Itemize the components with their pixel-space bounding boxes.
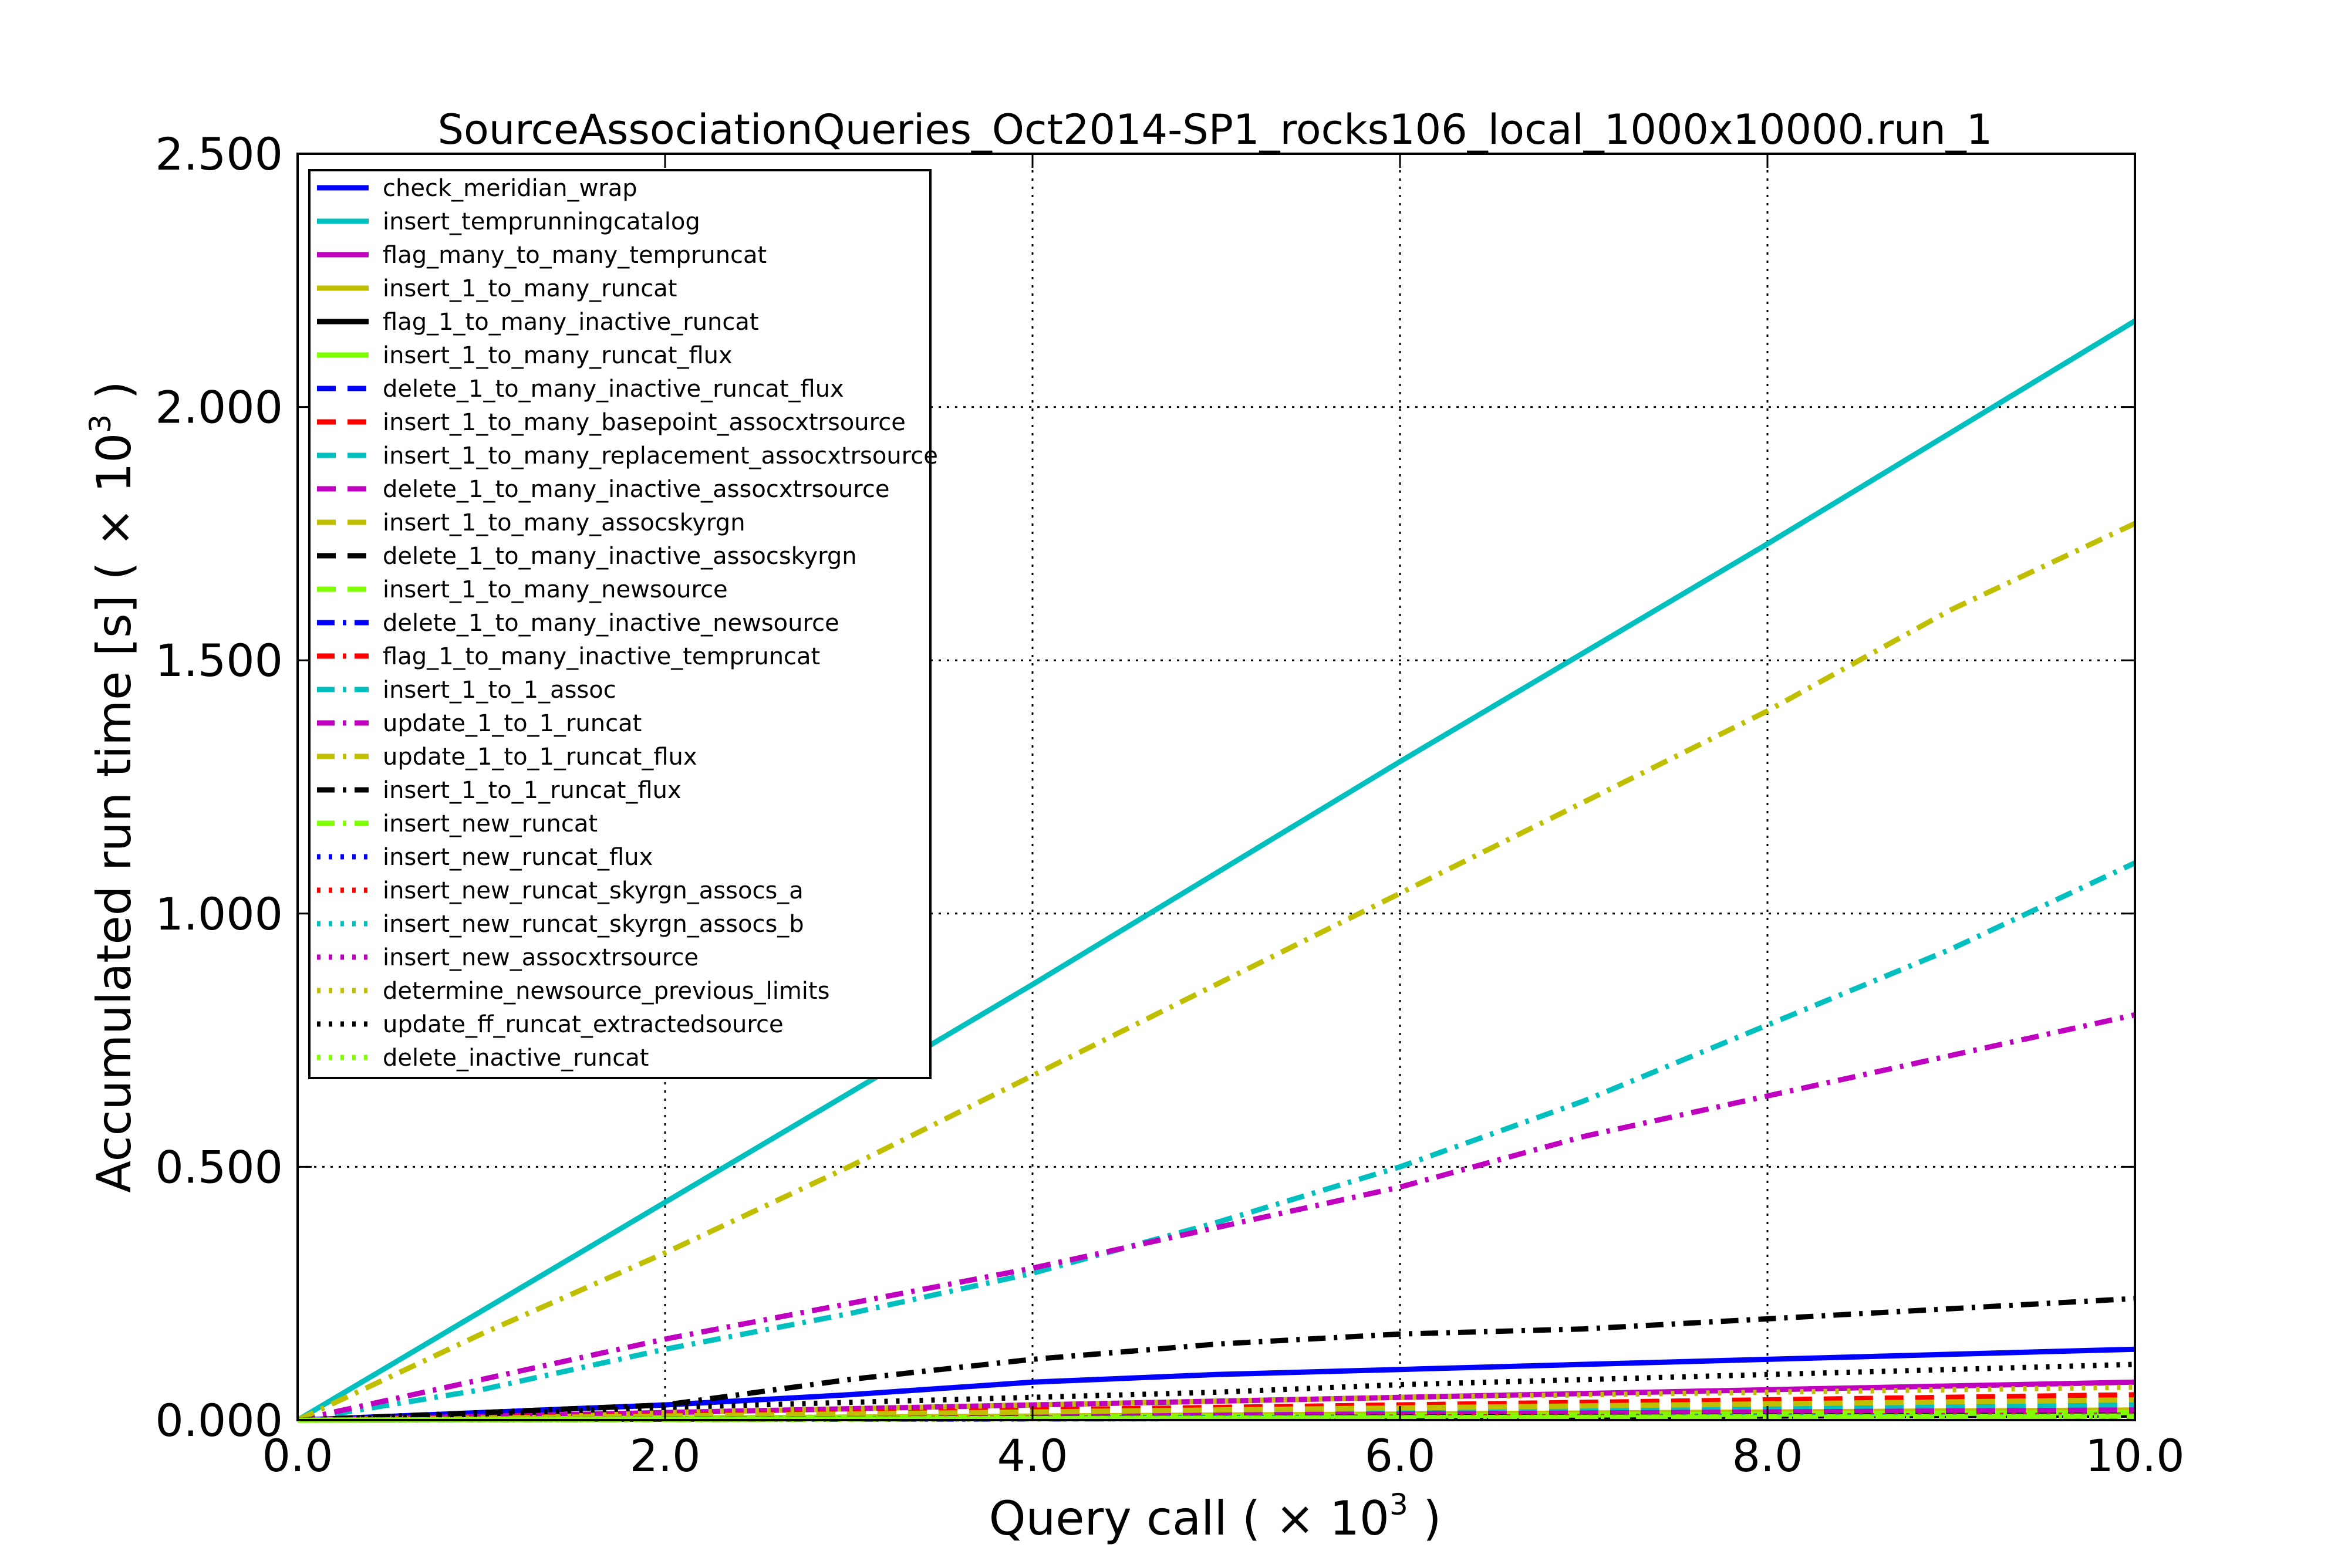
legend-label: insert_1_to_many_runcat_flux [383, 342, 733, 369]
x-tick-label: 4.0 [997, 1430, 1068, 1482]
legend-label: insert_1_to_many_assocskyrgn [383, 509, 745, 536]
legend-label: insert_new_runcat_skyrgn_assocs_a [383, 877, 804, 904]
legend-label: flag_1_to_many_inactive_runcat [383, 309, 759, 336]
x-tick-label: 6.0 [1365, 1430, 1436, 1482]
y-tick-label: 1.000 [155, 888, 283, 940]
series-line-update-1-to-1-runcat-flux [296, 521, 2136, 1423]
y-axis-scale: ( × 10 [87, 433, 141, 580]
legend-label: update_ff_runcat_extractedsource [383, 1011, 784, 1038]
y-axis-label: Accumulated run time [s] [87, 595, 141, 1193]
x-axis-scale-exponent: 3 [1389, 1488, 1408, 1522]
legend-label: update_1_to_1_runcat_flux [383, 744, 697, 771]
y-axis-scale-close: ) [87, 381, 141, 414]
legend-label: delete_1_to_many_inactive_newsource [383, 610, 839, 637]
chart-title: SourceAssociationQueries_Oct2014-SP1_roc… [438, 106, 1993, 154]
x-axis-scale: ( × 10 [1242, 1491, 1389, 1546]
y-tick-label: 2.000 [155, 381, 283, 434]
legend-label: insert_1_to_many_basepoint_assocxtrsourc… [383, 409, 906, 436]
legend-label: insert_new_assocxtrsource [383, 944, 699, 971]
legend-label: insert_1_to_1_assoc [383, 677, 616, 704]
legend-label: delete_inactive_runcat [383, 1045, 649, 1072]
y-axis-title: Accumulated run time [s] ( × 103 ) [83, 381, 141, 1192]
y-tick-label: 1.500 [155, 634, 283, 687]
legend-label: insert_1_to_many_replacement_assocxtrsou… [383, 442, 938, 469]
legend-label: delete_1_to_many_inactive_assocxtrsource [383, 476, 889, 503]
legend-label: update_1_to_1_runcat [383, 710, 642, 737]
ticks: 0.0 2.0 4.0 6.0 8.0 10.0 0.000 0.500 1.000 1.500 2… [155, 128, 2184, 1482]
legend-label: delete_1_to_many_inactive_assocskyrgn [383, 543, 857, 570]
legend-label: insert_new_runcat_skyrgn_assocs_b [383, 911, 804, 938]
series-line-update-1-to-1-runcat [297, 1012, 2136, 1423]
y-axis-scale-exponent: 3 [83, 414, 117, 433]
x-axis-title: Query call ( × 103 ) [989, 1488, 1442, 1546]
series-line-insert-temprunningcatalog [296, 319, 2137, 1422]
series-line-insert-1-to-1-assoc [297, 860, 2136, 1423]
legend-label: determine_newsource_previous_limits [383, 978, 829, 1005]
x-tick-label: 10.0 [2085, 1430, 2184, 1482]
y-tick-label: 0.500 [155, 1141, 283, 1193]
legend-label: delete_1_to_many_inactive_runcat_flux [383, 376, 844, 403]
series-line-determine-newsource-previous-limits [297, 1384, 2136, 1423]
legend-label: insert_new_runcat_flux [383, 844, 653, 871]
x-tick-label: 8.0 [1732, 1430, 1803, 1482]
x-axis-label: Query call [989, 1491, 1227, 1546]
legend-label: insert_temprunningcatalog [383, 208, 700, 235]
legend-label: insert_new_runcat [383, 810, 598, 837]
legend-label: check_meridian_wrap [383, 175, 637, 202]
legend-label: insert_1_to_1_runcat_flux [383, 777, 682, 804]
legend-label: insert_1_to_many_runcat [383, 275, 677, 302]
legend-box [308, 169, 932, 1079]
x-axis-scale-close: ) [1408, 1491, 1442, 1546]
plot-frame [296, 153, 2136, 1421]
legend-label: flag_1_to_many_inactive_tempruncat [383, 643, 820, 670]
y-tick-label: 2.500 [155, 128, 283, 180]
legend-label: insert_1_to_many_newsource [383, 576, 728, 603]
y-tick-label: 0.000 [155, 1394, 283, 1447]
series-line-update-ff-runcat-extractedsource [297, 1361, 2136, 1423]
legend-label: flag_many_to_many_tempruncat [383, 242, 767, 269]
x-tick-label: 2.0 [630, 1430, 701, 1482]
legend: check_meridian_wrap insert_temprunningcat… [308, 169, 938, 1079]
x-tick-label: 0.0 [262, 1430, 333, 1482]
